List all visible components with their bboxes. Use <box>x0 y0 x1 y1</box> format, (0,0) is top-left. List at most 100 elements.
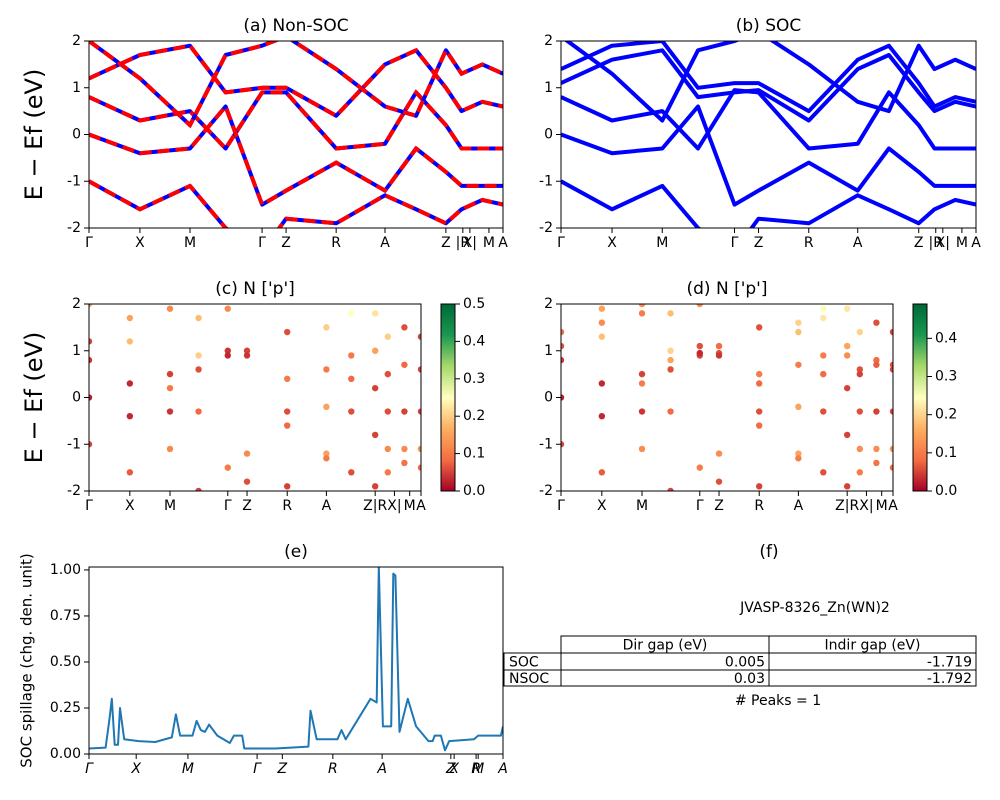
band-point <box>889 464 893 471</box>
x-tick-label: X| <box>936 235 950 251</box>
band-point <box>696 342 703 350</box>
band-point <box>126 338 134 345</box>
y-tick-label: 1.00 <box>50 562 81 578</box>
x-tick-label: X <box>135 235 145 251</box>
band-point <box>598 380 606 387</box>
y-axis-label: SOC spillage (chg. den. unit) <box>18 553 36 768</box>
band-point <box>638 408 646 415</box>
colorbar <box>912 303 928 492</box>
band-point <box>715 342 723 350</box>
y-tick-label: 1 <box>72 80 81 96</box>
y-tick-label: 2 <box>544 33 553 49</box>
x-tick-label: A <box>794 498 804 514</box>
x-tick-label: A <box>888 498 898 514</box>
band-point <box>561 356 565 364</box>
table-value: -1.792 <box>927 671 972 687</box>
x-tick-label: Z|R <box>363 498 387 514</box>
band-point <box>224 305 231 312</box>
x-tick-label: X| <box>859 498 873 514</box>
band-point <box>401 361 408 368</box>
x-tick-label: Γ <box>731 235 739 251</box>
band-point <box>384 333 391 340</box>
band-point <box>323 403 330 411</box>
x-tick-label: A <box>376 761 387 777</box>
x-tick-label: M <box>656 235 668 251</box>
x-tick-label: R <box>471 761 481 777</box>
band-point <box>323 455 330 462</box>
y-tick-label: 2 <box>544 296 553 312</box>
x-tick-label: A <box>853 235 863 251</box>
band-line <box>561 104 976 207</box>
x-tick-label: Γ <box>85 761 94 777</box>
band-point <box>417 408 421 415</box>
table-row-label: NSOC <box>509 671 549 687</box>
y-tick-label: 1 <box>72 343 81 359</box>
table-note: # Peaks = 1 <box>735 693 821 709</box>
band-line-dashed <box>89 102 503 208</box>
band-point <box>873 361 880 368</box>
band-point <box>889 366 893 373</box>
band-point <box>243 450 251 457</box>
x-tick-label: A <box>380 235 390 251</box>
band-point <box>243 352 251 359</box>
y-tick-label: 0 <box>72 390 81 406</box>
table-value: -1.719 <box>927 655 972 671</box>
band-point <box>401 459 408 467</box>
band-point <box>195 352 202 359</box>
band-point <box>638 370 646 378</box>
panel-title: (a) Non-SOC <box>243 16 348 36</box>
band-line <box>564 41 976 123</box>
x-tick-label: Γ <box>557 498 565 514</box>
band-line <box>89 567 503 752</box>
band-point <box>89 394 93 401</box>
band-point <box>166 408 174 415</box>
band-point <box>756 370 763 378</box>
x-tick-label: |R <box>929 235 944 251</box>
band-point <box>195 366 202 373</box>
band-point <box>561 441 565 448</box>
x-tick-label: Z <box>441 235 451 251</box>
y-tick-label: -2 <box>67 220 81 236</box>
x-tick-label: M <box>472 761 484 777</box>
band-point <box>224 352 231 359</box>
band-line <box>561 41 976 114</box>
band-point <box>561 394 565 401</box>
band-point <box>843 352 851 359</box>
band-point <box>166 305 174 312</box>
band-point <box>873 459 880 467</box>
band-point <box>598 305 606 312</box>
x-tick-label: X| <box>463 235 477 251</box>
band-point <box>873 408 880 415</box>
x-tick-label: R <box>804 235 814 251</box>
band-point <box>89 338 93 345</box>
x-tick-label: M <box>184 235 196 251</box>
band-point <box>89 304 93 308</box>
x-tick-label: R <box>328 761 338 777</box>
band-point <box>126 469 134 476</box>
band-point <box>89 356 93 364</box>
band-line <box>561 48 976 123</box>
band-point <box>820 352 827 359</box>
plot-area <box>89 304 421 491</box>
band-point <box>843 342 851 350</box>
band-point <box>873 356 880 364</box>
x-tick-label: Γ <box>85 235 93 251</box>
y-tick-label: -2 <box>539 483 553 499</box>
band-point <box>843 431 851 439</box>
band-point <box>166 370 174 378</box>
x-tick-label: R <box>754 498 764 514</box>
band-point <box>696 349 703 357</box>
colorbar-tick-label: 0.0 <box>463 483 485 499</box>
band-point <box>696 464 703 471</box>
band-point <box>696 304 703 308</box>
band-point <box>284 422 291 429</box>
plot-area <box>89 41 503 228</box>
band-point <box>561 342 565 350</box>
colorbar-tick-label: 0.3 <box>935 369 957 385</box>
band-point <box>756 483 763 490</box>
band-line <box>89 43 503 118</box>
colorbar-tick-label: 0.5 <box>463 296 485 312</box>
band-point <box>856 370 863 378</box>
band-point <box>284 483 291 490</box>
x-tick-label: Z <box>714 498 724 514</box>
